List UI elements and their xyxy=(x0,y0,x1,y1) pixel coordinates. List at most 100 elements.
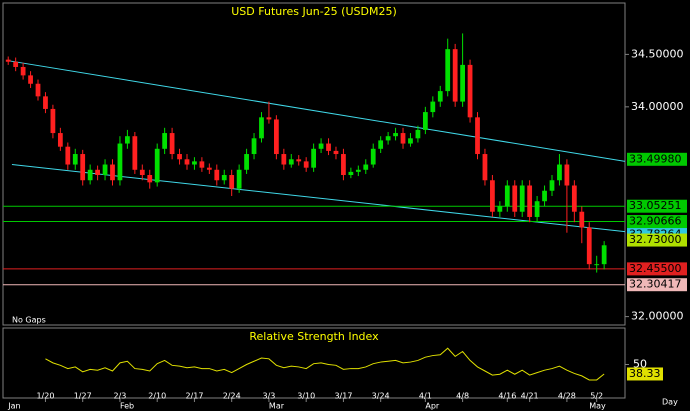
candle-body xyxy=(221,175,227,181)
level-label: 32.30417 xyxy=(629,278,682,291)
x-axis-label: Day xyxy=(662,398,678,407)
candle-body xyxy=(80,154,86,181)
candle-body xyxy=(355,169,361,172)
candle-body xyxy=(549,180,555,191)
x-tick-label: 1/27 xyxy=(74,392,92,401)
candle-body xyxy=(415,129,421,139)
candle-body xyxy=(65,146,71,165)
x-tick-label: 1/20 xyxy=(36,392,54,401)
indicator-value-box xyxy=(627,367,663,381)
indicator-title: Relative Strength Index xyxy=(249,330,379,343)
y-tick-label: 34.00000 xyxy=(631,100,684,113)
level-label-box xyxy=(627,278,687,292)
candle-body xyxy=(564,164,570,186)
candle-body xyxy=(139,169,145,176)
candle-body xyxy=(311,148,317,168)
candle-body xyxy=(251,138,257,155)
candle-body xyxy=(318,143,324,149)
x-tick-label: 4/21 xyxy=(521,392,539,401)
level-label: 33.05251 xyxy=(629,199,682,212)
candle-body xyxy=(147,175,153,183)
candle-body xyxy=(326,143,331,151)
candle-body xyxy=(72,154,78,165)
candle-body xyxy=(378,140,384,149)
candle-body xyxy=(20,66,26,76)
candle-body xyxy=(512,185,518,212)
main-panel xyxy=(2,2,626,326)
level-label: 33.49980 xyxy=(629,152,682,165)
candle-body xyxy=(169,133,175,155)
candle-body xyxy=(519,185,525,212)
candle-body xyxy=(430,101,436,113)
candle-body xyxy=(5,59,11,62)
candle-body xyxy=(497,206,503,212)
candle-body xyxy=(35,83,41,97)
candle-body xyxy=(422,112,428,130)
candle-body xyxy=(534,201,540,217)
candle-body xyxy=(579,211,585,228)
candle-body xyxy=(177,154,182,160)
month-label: Jan xyxy=(7,402,20,411)
candle-body xyxy=(408,138,413,144)
candle-body xyxy=(236,169,242,189)
level-label: 32.45500 xyxy=(629,262,682,275)
candle-body xyxy=(303,161,309,168)
level-label-box xyxy=(627,215,687,229)
candle-body xyxy=(348,171,354,176)
candle-body xyxy=(482,154,488,181)
indicator-panel xyxy=(2,327,626,399)
x-tick-label: 3/10 xyxy=(297,392,315,401)
x-tick-label: 4/16 xyxy=(498,392,516,401)
candle-body xyxy=(281,154,287,165)
candle-body xyxy=(192,161,197,165)
candle-body xyxy=(586,227,592,265)
chart-title: USD Futures Jun-25 (USDM25) xyxy=(231,5,396,18)
candle-body xyxy=(557,164,562,181)
candle-body xyxy=(571,185,577,212)
candle-body xyxy=(370,148,376,165)
candle-body xyxy=(527,185,533,217)
candle-body xyxy=(542,190,547,202)
month-label: May xyxy=(589,402,606,411)
candle-body xyxy=(333,150,339,155)
candle-body xyxy=(594,264,600,266)
month-label: Feb xyxy=(120,402,134,411)
candle-body xyxy=(28,75,33,84)
candle-body xyxy=(393,133,398,137)
candle-body xyxy=(467,64,473,118)
x-tick-label: 2/10 xyxy=(148,392,166,401)
level-label: 32.73000 xyxy=(629,233,682,246)
x-tick-label: 5/2 xyxy=(590,392,603,401)
x-tick-label: 3/17 xyxy=(334,392,352,401)
candle-body xyxy=(13,61,19,67)
x-tick-label: 2/24 xyxy=(223,392,241,401)
candle-body xyxy=(199,161,205,168)
candle-body xyxy=(445,49,451,92)
candle-body xyxy=(601,245,607,265)
candle-body xyxy=(162,133,168,149)
candle-body xyxy=(117,143,123,181)
x-tick-label: 3/24 xyxy=(372,392,390,401)
x-tick-label: 2/3 xyxy=(114,392,127,401)
indicator-line xyxy=(45,347,605,381)
candle-body xyxy=(50,108,56,134)
note: No Gaps xyxy=(12,316,46,325)
candle-body xyxy=(296,159,302,162)
candle-body xyxy=(110,164,115,181)
candle-body xyxy=(206,167,212,170)
candle-body xyxy=(43,96,48,109)
indicator-tick-label: 50 xyxy=(633,358,647,371)
y-tick-label: 32.00000 xyxy=(631,310,684,323)
candle-body xyxy=(452,49,458,102)
candle-body xyxy=(400,133,406,144)
month-label: Mar xyxy=(269,402,285,411)
level-label-box xyxy=(627,262,687,276)
y-tick-label: 34.50000 xyxy=(631,47,684,60)
candle-body xyxy=(288,159,294,165)
candle-body xyxy=(437,91,443,102)
candle-body xyxy=(57,133,63,147)
candle-body xyxy=(460,64,465,102)
level-label: 32.90666 xyxy=(629,215,682,228)
